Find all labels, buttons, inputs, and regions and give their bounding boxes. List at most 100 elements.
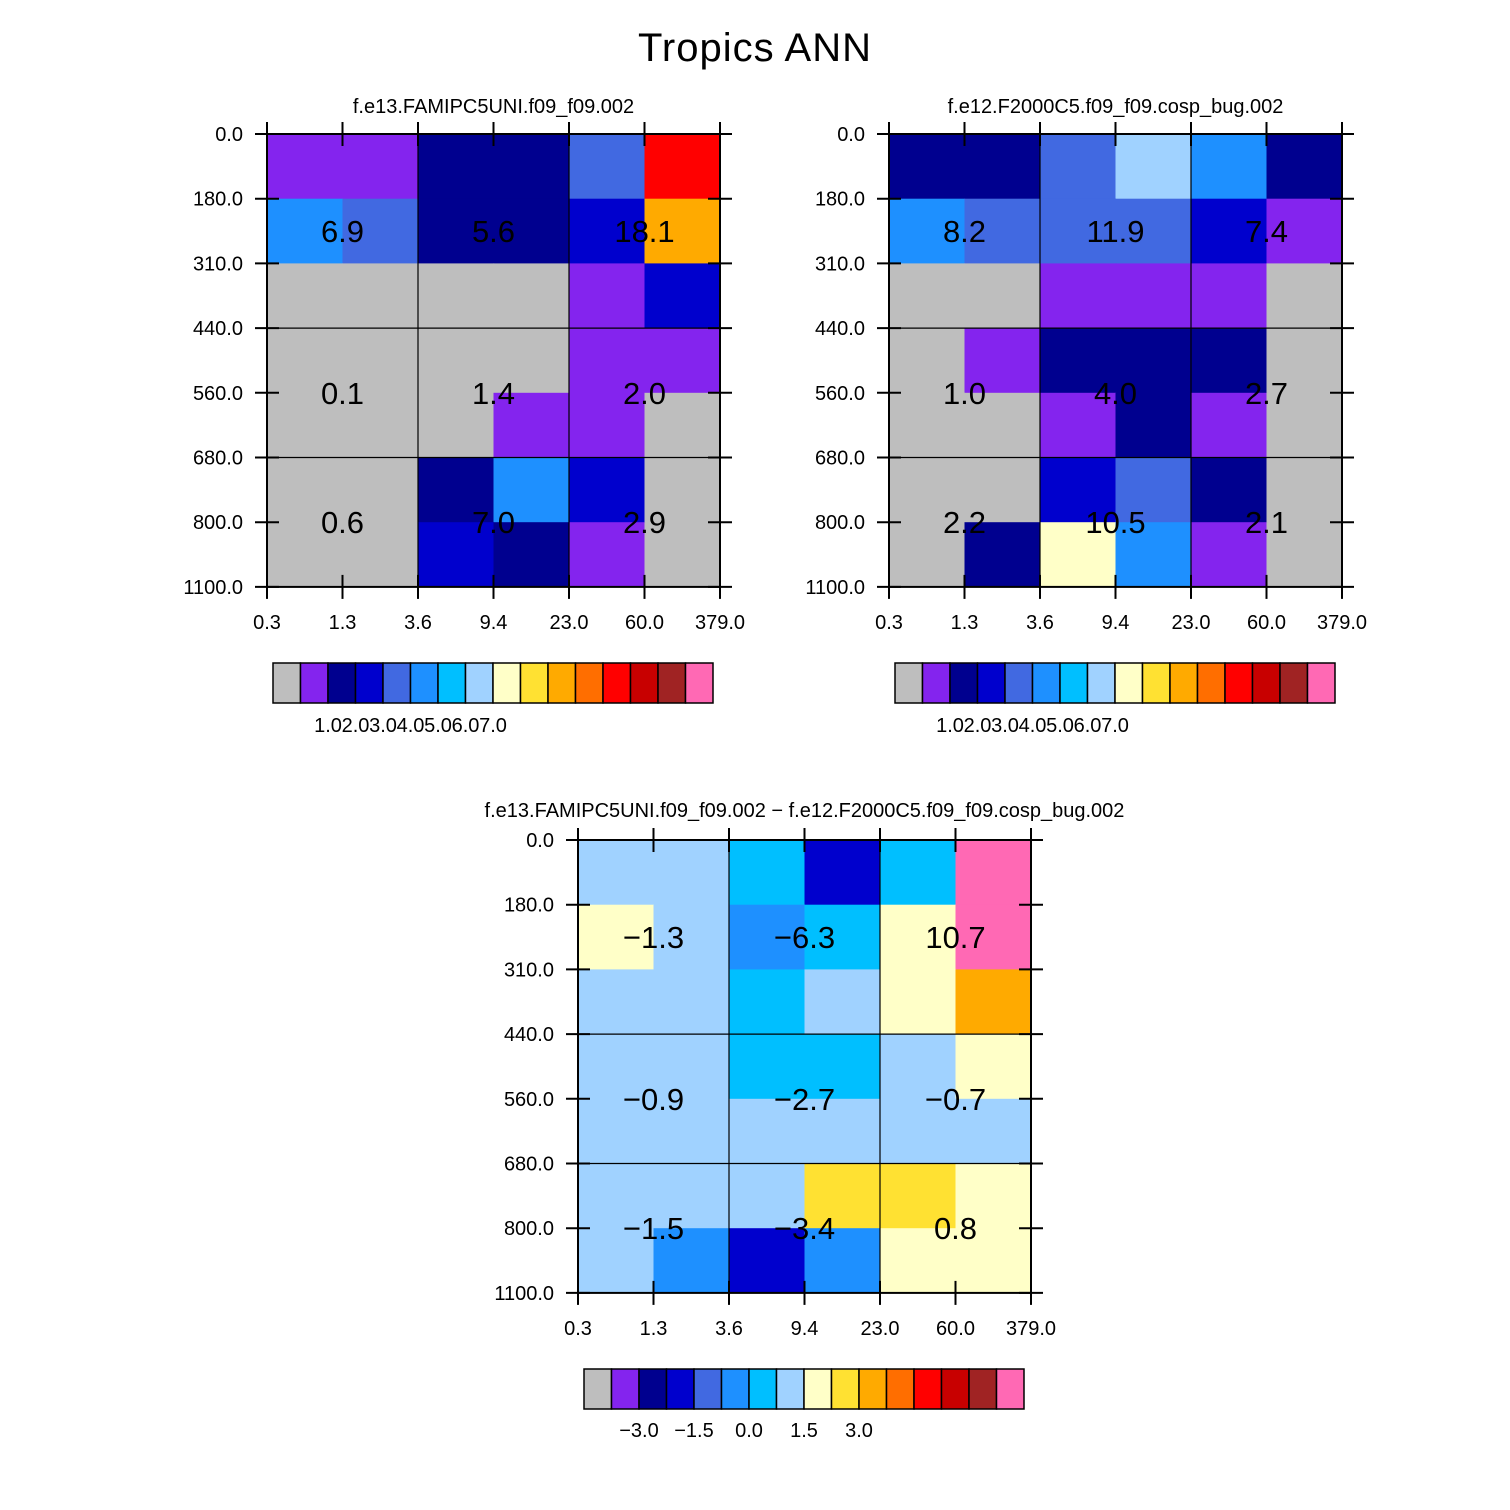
colorbar-tick-label: 6.0 — [1074, 715, 1102, 737]
heatmap-cell — [578, 1034, 655, 1100]
group-value-label: −1.3 — [623, 920, 684, 955]
heatmap-cell — [418, 457, 495, 523]
heatmap-cell — [964, 457, 1041, 523]
colorbar-swatch — [1004, 662, 1034, 704]
heatmap-cell — [1040, 392, 1117, 459]
heatmap-cell — [569, 457, 646, 523]
heatmap-cell — [889, 392, 966, 459]
heatmap-cell — [578, 1098, 655, 1165]
group-value-label: 1.0 — [943, 376, 986, 411]
colorbar-tick-label: 3.0 — [991, 715, 1019, 737]
figure-title: Tropics ANN — [637, 26, 872, 70]
group-value-label: 11.9 — [1086, 214, 1144, 249]
y-tick-label: 680.0 — [193, 448, 243, 470]
y-tick-label: 800.0 — [504, 1218, 554, 1240]
heatmap-cell — [578, 840, 655, 906]
heatmap-cell — [964, 134, 1041, 200]
group-value-label: 0.6 — [321, 505, 364, 540]
colorbar-swatch — [693, 1368, 723, 1410]
colorbar-swatch — [354, 662, 384, 704]
colorbar-swatch — [665, 1368, 695, 1410]
heatmap-cell — [342, 134, 419, 200]
colorbar-swatch — [968, 1368, 998, 1410]
heatmap-cell — [1040, 457, 1117, 523]
colorbar-swatch — [1114, 662, 1144, 704]
heatmap-cell — [955, 1228, 1032, 1294]
colorbar-swatch — [610, 1368, 640, 1410]
heatmap-cell — [1191, 328, 1268, 394]
y-tick-label: 560.0 — [504, 1089, 554, 1111]
heatmap-cell — [418, 134, 495, 200]
group-value-label: −1.5 — [623, 1211, 684, 1246]
colorbar-swatch — [638, 1368, 668, 1410]
heatmap-cell — [644, 134, 721, 200]
heatmap-panel-2: 0.0 180.0 310.0 440.0 560.0 680.0 800.0 1100.0 0… — [494, 828, 1056, 1442]
y-tick-label: 680.0 — [815, 448, 865, 470]
colorbar-swatch — [382, 662, 412, 704]
heatmap-cell — [578, 1228, 655, 1294]
heatmap-cell — [569, 392, 646, 459]
heatmap-cell — [644, 263, 721, 329]
heatmap-cell — [342, 522, 419, 588]
heatmap-cell — [418, 522, 495, 588]
heatmap-cell — [578, 1163, 655, 1229]
colorbar-swatch — [720, 1368, 750, 1410]
heatmap-cell — [729, 840, 806, 906]
y-tick-label: 440.0 — [193, 318, 243, 340]
colorbar-swatch — [748, 1368, 778, 1410]
heatmap-cell — [1266, 328, 1343, 394]
y-tick-label: 310.0 — [815, 253, 865, 275]
heatmap-cell — [493, 328, 570, 394]
heatmap-cell — [889, 134, 966, 200]
heatmap-cell — [1266, 134, 1343, 200]
x-tick-label: 23.0 — [550, 612, 589, 634]
colorbar-swatch — [913, 1368, 943, 1410]
y-tick-label: 310.0 — [193, 253, 243, 275]
heatmap-cell — [653, 1098, 730, 1165]
heatmap-cell — [880, 840, 957, 906]
heatmap-cell — [889, 457, 966, 523]
heatmap-cell — [342, 263, 419, 329]
colorbar-tick-label: 1.0 — [936, 715, 964, 737]
heatmap-cell — [889, 198, 966, 264]
y-tick-label: 0.0 — [215, 124, 243, 146]
heatmap-cell — [955, 1034, 1032, 1100]
x-tick-label: 1.3 — [329, 612, 357, 634]
x-tick-label: 3.6 — [715, 1318, 743, 1340]
x-tick-label: 60.0 — [625, 612, 664, 634]
colorbar-tick-label: 6.0 — [452, 715, 480, 737]
heatmap-cell — [1266, 522, 1343, 588]
colorbar-tick-label: −1.5 — [674, 1420, 713, 1442]
heatmap-cell — [1191, 134, 1268, 200]
heatmap-cell — [889, 522, 966, 588]
heatmap-cell — [964, 522, 1041, 588]
colorbar-swatch — [437, 662, 467, 704]
colorbar-tick-label: 3.0 — [369, 715, 397, 737]
colorbar-tick-label: 1.0 — [314, 715, 342, 737]
group-value-label: −2.7 — [774, 1082, 835, 1117]
colorbar-swatch — [602, 662, 632, 704]
heatmap-cell — [964, 263, 1041, 329]
x-tick-label: 23.0 — [1172, 612, 1211, 634]
x-tick-label: 379.0 — [1317, 612, 1367, 634]
colorbar-swatch — [995, 1368, 1025, 1410]
heatmap-cell — [1191, 522, 1268, 588]
group-value-label: 2.0 — [623, 376, 666, 411]
group-value-label: 2.7 — [1245, 376, 1288, 411]
heatmap-cell — [1266, 392, 1343, 459]
heatmap-cell — [880, 1098, 957, 1165]
group-value-label: 6.9 — [321, 214, 364, 249]
y-tick-label: 0.0 — [526, 830, 554, 852]
heatmap-cell — [889, 263, 966, 329]
heatmap-cell — [569, 522, 646, 588]
colorbar-tick-label: 4.0 — [1019, 715, 1047, 737]
y-tick-label: 560.0 — [193, 383, 243, 405]
heatmap-cell — [804, 1163, 881, 1229]
heatmap-cell — [880, 1163, 957, 1229]
group-value-label: 18.1 — [614, 214, 674, 249]
x-tick-label: 23.0 — [861, 1318, 900, 1340]
heatmap-cell — [729, 904, 806, 970]
heatmap-cell — [1040, 522, 1117, 588]
heatmap-panel-1: 0.0 180.0 310.0 440.0 560.0 680.0 800.0 1100.0 0… — [805, 122, 1367, 737]
